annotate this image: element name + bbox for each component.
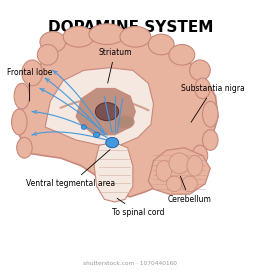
Ellipse shape bbox=[94, 132, 100, 137]
Ellipse shape bbox=[203, 101, 218, 127]
Ellipse shape bbox=[169, 153, 190, 174]
Text: Cerebellum: Cerebellum bbox=[168, 176, 212, 204]
Ellipse shape bbox=[120, 26, 151, 47]
Ellipse shape bbox=[14, 83, 30, 109]
Polygon shape bbox=[76, 88, 135, 135]
Ellipse shape bbox=[89, 24, 125, 45]
Polygon shape bbox=[17, 34, 218, 197]
Ellipse shape bbox=[192, 145, 208, 166]
Text: Frontal lobe: Frontal lobe bbox=[7, 68, 52, 101]
Text: Substantia nigra: Substantia nigra bbox=[181, 84, 245, 122]
Ellipse shape bbox=[17, 137, 32, 158]
Text: Ventral tegmental area: Ventral tegmental area bbox=[26, 150, 115, 188]
Ellipse shape bbox=[11, 109, 27, 135]
Polygon shape bbox=[94, 143, 133, 202]
Text: Striatum: Striatum bbox=[98, 48, 132, 83]
Ellipse shape bbox=[203, 130, 218, 150]
Ellipse shape bbox=[95, 102, 119, 121]
Text: DOPAMINE SYSTEM: DOPAMINE SYSTEM bbox=[48, 20, 213, 35]
Polygon shape bbox=[148, 148, 210, 194]
Ellipse shape bbox=[22, 60, 43, 86]
Ellipse shape bbox=[106, 137, 119, 148]
Ellipse shape bbox=[187, 155, 203, 176]
Ellipse shape bbox=[37, 45, 58, 65]
Ellipse shape bbox=[182, 176, 197, 192]
Ellipse shape bbox=[81, 125, 86, 129]
Ellipse shape bbox=[148, 34, 174, 55]
Polygon shape bbox=[45, 68, 153, 145]
Ellipse shape bbox=[190, 60, 210, 81]
Ellipse shape bbox=[63, 26, 94, 47]
Ellipse shape bbox=[116, 115, 134, 129]
Ellipse shape bbox=[195, 78, 210, 99]
Text: To spinal cord: To spinal cord bbox=[112, 198, 164, 217]
Ellipse shape bbox=[156, 161, 172, 181]
FancyArrowPatch shape bbox=[61, 99, 148, 110]
Ellipse shape bbox=[169, 45, 195, 65]
Ellipse shape bbox=[166, 176, 182, 192]
Text: shutterstock.com · 1070440160: shutterstock.com · 1070440160 bbox=[83, 262, 177, 267]
Ellipse shape bbox=[40, 32, 66, 52]
